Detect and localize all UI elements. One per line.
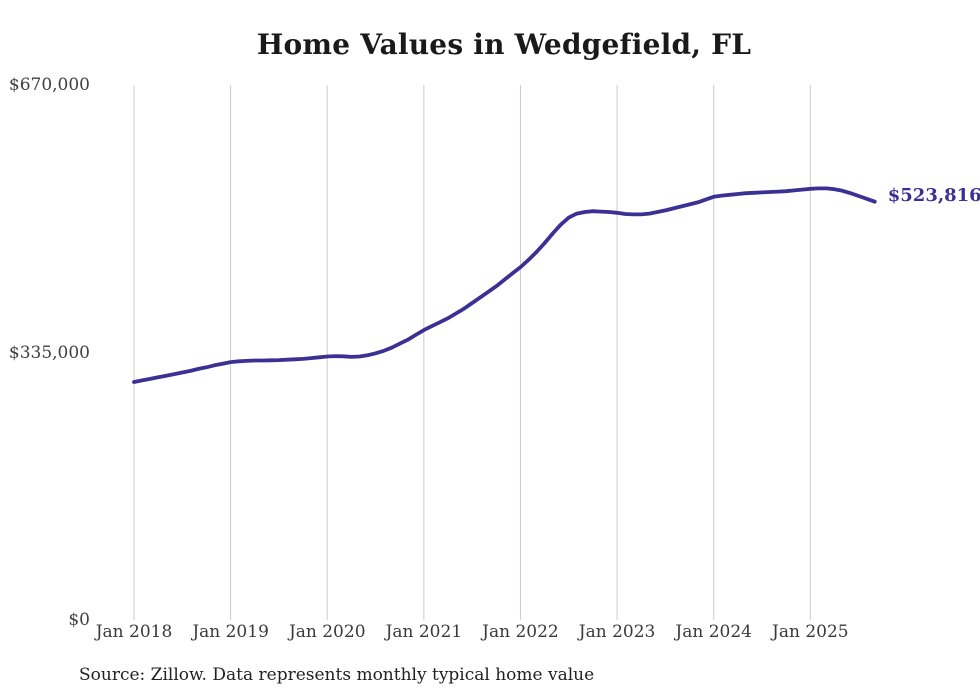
x-tick-label: Jan 2023 <box>578 622 656 642</box>
source-note: Source: Zillow. Data represents monthly … <box>79 665 595 685</box>
y-tick-label: $0 <box>68 610 90 630</box>
x-tick-label: Jan 2020 <box>288 622 366 642</box>
x-tick-label: Jan 2019 <box>192 622 269 642</box>
x-tick-label: Jan 2018 <box>95 622 173 642</box>
x-tick-label: Jan 2021 <box>385 622 463 642</box>
chart-title: Home Values in Wedgefield, FL <box>256 28 752 61</box>
current-value-label: $523,816 <box>887 184 980 206</box>
y-tick-label: $335,000 <box>8 342 90 363</box>
x-tick-label: Jan 2024 <box>675 622 752 642</box>
x-tick-label: Jan 2025 <box>772 622 849 642</box>
y-tick-label: $670,000 <box>8 75 90 95</box>
home-value-line <box>132 186 877 384</box>
x-tick-label: Jan 2022 <box>482 622 559 642</box>
